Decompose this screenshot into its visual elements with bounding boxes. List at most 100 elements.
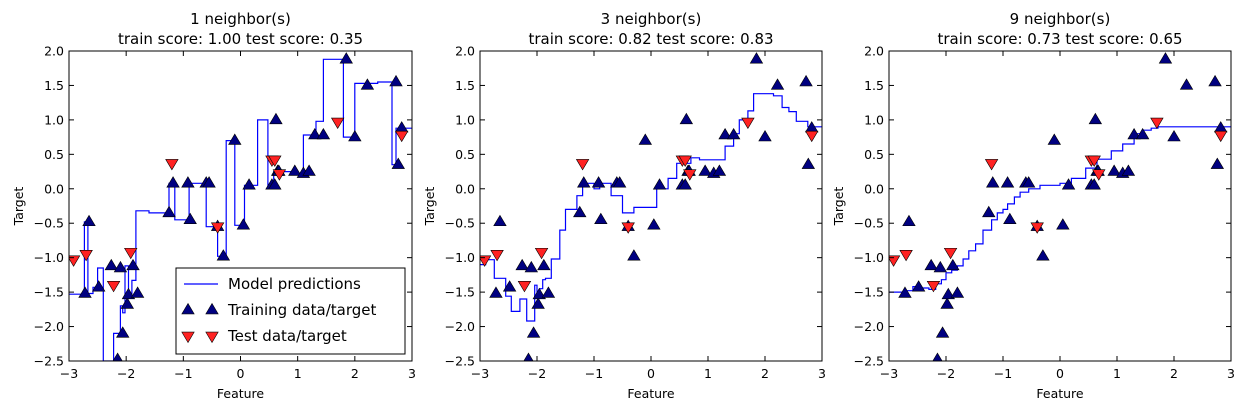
training-point [116,326,130,338]
test-point [165,159,179,171]
training-point [1208,74,1222,87]
y-tick-label: −2.5 [34,354,64,369]
training-point [941,287,955,300]
test-point [480,255,492,267]
test-point [534,247,549,260]
chart-title: 9 neighbor(s) [1010,10,1111,28]
legend-training-swatch [205,302,219,315]
training-point [489,286,503,298]
test-point [1030,222,1044,234]
legend-entry: Training data/target [227,301,377,319]
chart-title: 3 neighbor(s) [601,10,702,28]
y-tick-label: −1.0 [445,250,475,265]
training-point [216,249,231,261]
training-point [1167,130,1181,142]
test-point [395,130,409,143]
training-point [911,280,926,292]
training-point [1003,212,1017,224]
training-point [698,164,712,176]
test-point [575,159,590,171]
x-tick-label: 3 [818,366,826,381]
x-tick-label: 1 [1113,366,1121,381]
training-point [712,164,727,176]
training-point [532,287,546,300]
y-axis-label: Target [422,187,437,227]
training-point [389,74,403,87]
y-tick-label: −0.5 [34,216,64,231]
training-point [950,286,965,298]
test-point [899,250,913,262]
training-point [1158,52,1173,64]
legend-test-swatch [205,331,219,344]
training-point [758,130,772,142]
x-tick-label: 0 [647,366,655,381]
legend-entry: Model predictions [228,275,361,293]
x-tick-label: 1 [704,366,712,381]
training-point [933,260,948,273]
training-point [302,164,316,176]
training-point [1088,112,1103,125]
legend-entry: Test data/target [227,327,347,345]
y-tick-label: −0.5 [445,216,475,231]
training-point [770,78,785,90]
test-point [683,169,697,181]
training-point [924,258,938,271]
test-point [1087,155,1101,167]
training-point [1127,127,1141,140]
test-point [889,255,901,267]
training-point [120,297,135,309]
training-point [113,260,128,273]
y-tick-label: −1.0 [854,250,884,265]
x-tick-label: 1 [294,366,302,381]
test-point [1150,117,1164,130]
test-point [106,281,121,293]
training-point [78,286,92,298]
training-point [986,176,1000,188]
training-point [726,127,741,140]
test-point [1214,130,1228,143]
test-point [621,222,635,234]
training-point [982,205,996,218]
y-tick-label: −1.5 [854,285,884,300]
x-tick-label: 0 [237,366,245,381]
chart-subtitle: train score: 0.82 test score: 0.83 [528,30,773,48]
y-tick-label: −1.5 [34,285,64,300]
y-tick-label: −0.5 [854,216,884,231]
test-point [330,117,345,130]
training-point [181,176,195,188]
training-point [801,157,816,169]
training-point [573,205,587,218]
y-tick-label: −1.5 [445,285,475,300]
model-prediction-line [889,126,1231,293]
y-axis-label: Target [831,187,846,227]
training-point [799,74,813,87]
y-tick-label: −2.0 [854,319,884,334]
training-point [526,326,541,338]
training-point [638,133,653,145]
y-tick-label: −1.0 [34,250,64,265]
test-point [210,222,225,234]
y-tick-label: 1.5 [44,78,64,93]
y-tick-label: 1.0 [44,112,64,127]
training-point [126,258,140,271]
chart-title: 1 neighbor(s) [190,10,291,28]
training-point [228,133,242,145]
y-tick-label: −2.5 [445,354,475,369]
legend-training-swatch [181,302,195,315]
training-point [162,205,176,218]
training-point [104,258,119,271]
training-point [269,112,283,125]
y-tick-label: 2.0 [864,44,884,59]
training-point [82,214,96,227]
test-point [805,130,819,143]
y-tick-label: 1.5 [864,78,884,93]
training-point [130,286,145,298]
training-point [524,260,539,273]
y-tick-label: 2.0 [455,44,475,59]
model-prediction-line [69,58,412,361]
legend: Model predictions Training data/target Tes… [175,267,406,355]
training-point [935,326,950,338]
plot-area [480,51,822,361]
training-point [749,52,764,64]
x-axis-label: Feature [1036,386,1084,401]
